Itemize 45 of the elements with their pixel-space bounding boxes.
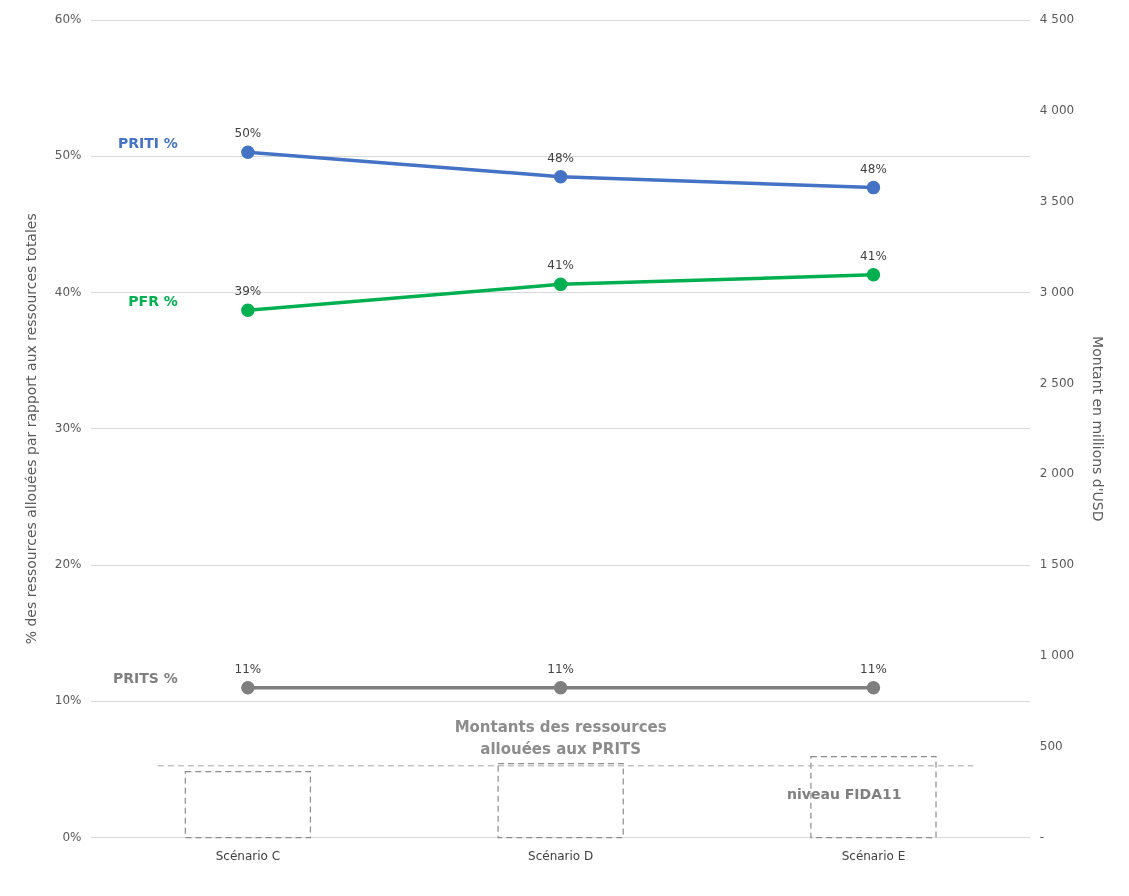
y2-tick-label: 3 000 <box>1039 284 1075 299</box>
point <box>241 680 255 695</box>
point <box>241 303 255 317</box>
y2-tick-label: 4 500 <box>1039 12 1075 27</box>
ref-line-label: niveau FIDA11 <box>787 786 902 803</box>
point <box>866 680 881 695</box>
data-label: 50% <box>234 126 262 141</box>
y2-tick-label: 3 500 <box>1039 193 1075 208</box>
text: PRITS % <box>113 670 178 687</box>
point <box>866 180 881 195</box>
y-tick-label: 20% <box>54 557 82 572</box>
data-label: 39% <box>234 284 262 299</box>
y2-tick-label: 1 000 <box>1039 648 1075 663</box>
y2-tick-label: 500 <box>1039 738 1063 753</box>
y2-tick-label: 4 000 <box>1039 102 1075 117</box>
y2-tick-label: 2 000 <box>1039 466 1075 481</box>
y-axis-title: % des ressources allouées par rapport aux ressources totales <box>23 213 40 645</box>
y-tick-label: 0% <box>62 829 82 844</box>
data-label: 48% <box>547 150 574 165</box>
data-label: 11% <box>547 661 574 676</box>
y2-tick-label: 1 500 <box>1039 557 1075 572</box>
y-tick-label: 10% <box>54 693 82 708</box>
data-label: 41% <box>547 258 574 273</box>
data-label: 48% <box>860 161 887 176</box>
point <box>866 268 881 282</box>
x-tick-label: Scénario E <box>841 848 906 863</box>
y2-tick-label: 2 500 <box>1039 375 1075 390</box>
data-label: 11% <box>234 661 262 676</box>
point <box>241 145 255 159</box>
y-tick-label: 30% <box>54 420 82 435</box>
text: PRITI % <box>117 134 178 151</box>
data-label: 11% <box>860 661 887 676</box>
y-tick-label: 40% <box>54 284 82 299</box>
point <box>553 277 568 292</box>
data-label: 41% <box>860 248 887 263</box>
x-tick-label: Scénario C <box>215 848 281 863</box>
y-tick-label: 50% <box>54 148 82 163</box>
y2-tick-label: - <box>1039 829 1045 844</box>
point <box>553 169 568 184</box>
point <box>553 680 568 695</box>
y2-axis-title: Montant en millions d'USD <box>1089 336 1106 522</box>
y-tick-label: 60% <box>54 12 82 27</box>
series-label: Montants des ressources allouées aux PRITS <box>454 717 667 758</box>
x-tick-label: Scénario D <box>528 848 594 863</box>
text: PFR % <box>128 292 178 309</box>
